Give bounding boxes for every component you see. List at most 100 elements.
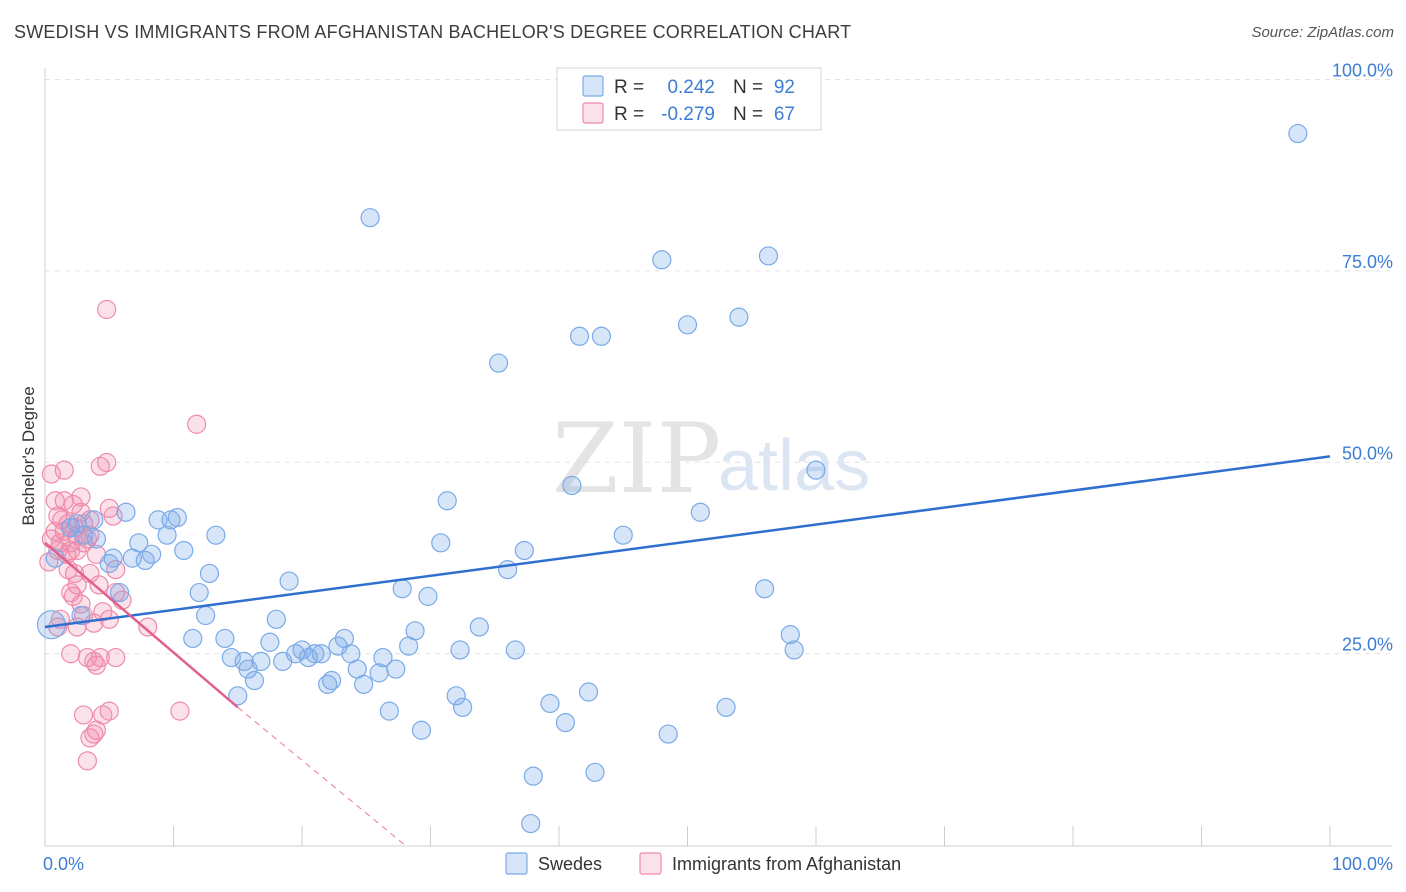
swedes-point — [189, 582, 209, 603]
afghan-point — [89, 575, 109, 595]
afghan-trend-extension — [237, 706, 406, 846]
swedes-point — [690, 502, 710, 522]
afghan-point — [67, 575, 87, 595]
swedes-point — [354, 674, 374, 694]
afghan-point — [54, 460, 74, 480]
legend-swatch-afghan — [582, 102, 604, 124]
afghan-point — [45, 491, 65, 511]
legend-swatch-swedes — [582, 75, 604, 97]
afghan-trend-line — [44, 541, 239, 709]
swedes-point — [418, 586, 438, 606]
swedes-point — [196, 605, 216, 626]
swedes-point — [489, 353, 509, 373]
swedes-point — [562, 475, 582, 496]
swedes-point — [142, 544, 162, 564]
swedes-point — [321, 670, 342, 691]
swedes-point — [199, 563, 220, 584]
swedes-point — [780, 625, 800, 645]
swedes-point — [569, 326, 590, 346]
swedes-point — [431, 533, 451, 553]
swedes-point — [86, 529, 107, 549]
swedes-point — [578, 682, 599, 702]
swedes-point — [523, 766, 543, 786]
swedes-point — [1288, 123, 1308, 144]
swedes-point — [379, 701, 399, 721]
legend-n-value-afghan: 67 — [774, 104, 795, 125]
bottom-legend-swatch-afghan — [639, 852, 662, 875]
afghan-point — [84, 724, 104, 744]
afghan-point — [86, 655, 107, 675]
swedes-point — [129, 533, 149, 553]
axes — [44, 68, 1392, 847]
swedes-series — [36, 123, 1308, 834]
swedes-point — [758, 246, 779, 266]
legend-r-label-swedes: R = — [614, 77, 644, 98]
afghan-point — [187, 414, 207, 434]
swedes-point — [521, 813, 541, 834]
swedes-point — [716, 697, 736, 717]
swedes-point — [260, 632, 280, 652]
swedes-point — [360, 208, 380, 228]
swedes-point — [244, 670, 265, 691]
swedes-point — [453, 697, 473, 717]
swedes-point — [251, 651, 271, 672]
swedes-point — [373, 647, 393, 668]
bottom-legend-label-swedes: Swedes — [538, 854, 602, 874]
bottom-legend-label-afghan: Immigrants from Afghanistan — [672, 854, 901, 874]
legend-r-value-afghan: -0.279 — [661, 104, 715, 125]
correlation-legend: R = 0.242 N = 92 R = -0.279 N = 67 — [556, 67, 822, 131]
swedes-point — [386, 659, 406, 679]
afghan-point — [97, 299, 117, 320]
afghan-point — [77, 751, 98, 771]
afghan-point — [99, 701, 119, 721]
swedes-point — [446, 686, 466, 706]
swedes-point — [292, 640, 312, 660]
watermark-zip: ZIP — [552, 403, 721, 515]
afghan-point — [90, 456, 110, 476]
swedes-point — [555, 712, 576, 733]
source-credit: Source: ZipAtlas.com — [1251, 24, 1394, 41]
x-tick-label: 100.0% — [1332, 854, 1393, 874]
swedes-point — [73, 525, 94, 545]
swedes-point — [437, 491, 457, 511]
swedes-point — [103, 548, 123, 568]
swedes-point — [266, 609, 286, 629]
x-tick-label: 0.0% — [43, 854, 84, 874]
afghan-point — [138, 617, 158, 637]
y-tick-label: 75.0% — [1342, 252, 1393, 272]
afghan-point — [64, 563, 85, 584]
swedes-point — [658, 724, 678, 744]
swedes-point — [318, 674, 338, 694]
afghan-point — [73, 705, 94, 725]
afghan-point — [63, 586, 83, 606]
series-legend: Swedes Immigrants from Afghanistan — [505, 852, 901, 875]
swedes-point — [540, 693, 560, 714]
swedes-point — [215, 628, 235, 649]
grid-lines — [45, 79, 1392, 655]
afghan-series — [39, 299, 207, 771]
swedes-point — [157, 525, 177, 545]
swedes-point — [411, 720, 432, 740]
swedes-point — [677, 315, 698, 335]
swedes-point — [405, 621, 425, 641]
legend-n-label-afghan: N = — [733, 104, 763, 125]
swedes-point — [392, 579, 412, 599]
afghan-point — [71, 594, 91, 614]
swedes-point — [311, 644, 331, 664]
legend-r-label-afghan: R = — [614, 104, 644, 125]
swedes-point — [116, 502, 136, 522]
afghan-point — [106, 647, 126, 668]
swedes-point — [585, 762, 605, 782]
swedes-point — [183, 628, 203, 649]
swedes-point — [469, 617, 489, 637]
bottom-legend-swatch-swedes — [505, 852, 528, 875]
swedes-point — [450, 640, 470, 660]
y-tick-label: 25.0% — [1342, 635, 1393, 655]
legend-box — [556, 67, 822, 131]
swedes-point — [514, 540, 534, 561]
trend-lines — [44, 455, 1331, 846]
afghan-point — [63, 494, 83, 515]
afghan-point — [170, 701, 190, 721]
swedes-point — [228, 686, 248, 706]
watermark-atlas: atlas — [718, 426, 870, 506]
